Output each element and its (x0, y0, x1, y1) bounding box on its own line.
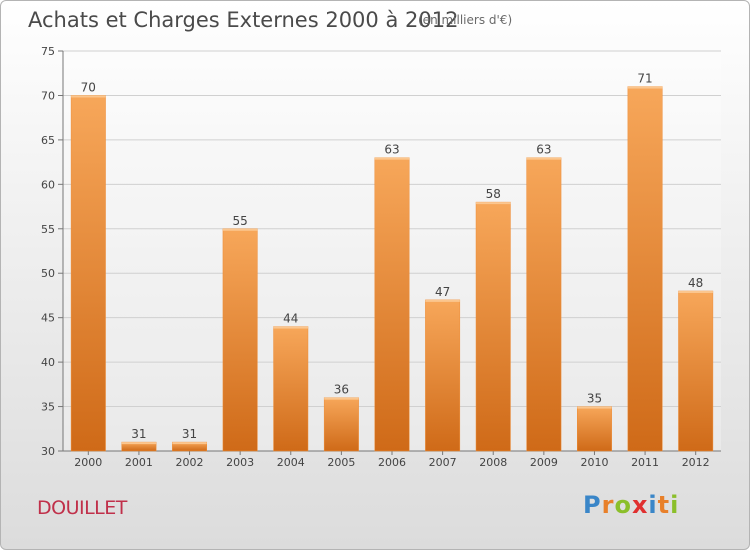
bar-highlight (374, 157, 410, 160)
y-tick-label: 60 (41, 178, 55, 191)
bar (475, 201, 511, 452)
x-tick-label: 2006 (378, 456, 406, 469)
logo-letter: P (583, 491, 602, 519)
bars (70, 86, 714, 452)
bar-highlight (121, 442, 157, 445)
bar-highlight (526, 157, 562, 160)
y-tick-label: 70 (41, 89, 55, 102)
x-tick-label: 2005 (327, 456, 355, 469)
data-label: 31 (182, 427, 197, 441)
y-tick-label: 55 (41, 223, 55, 236)
data-label: 70 (81, 80, 96, 94)
y-tick-label: 40 (41, 356, 55, 369)
y-tick-label: 45 (41, 312, 55, 325)
bar (526, 157, 562, 452)
x-tick-label: 2001 (125, 456, 153, 469)
bar (678, 290, 714, 452)
bar-highlight (476, 202, 511, 205)
bar-highlight (678, 291, 713, 293)
bar-highlight (222, 228, 258, 231)
x-tick-label: 2010 (580, 456, 608, 469)
town-name: DOUILLET (37, 497, 127, 519)
data-label: 48 (688, 276, 703, 290)
data-label: 55 (233, 214, 248, 228)
bar (70, 95, 106, 452)
data-label: 36 (334, 383, 349, 397)
chart-title: Achats et Charges Externes 2000 à 2012 (28, 8, 459, 32)
data-label: 31 (131, 427, 146, 441)
y-tick-label: 75 (41, 45, 55, 58)
data-label: 63 (384, 143, 399, 157)
logo-letter: i (670, 491, 680, 519)
labels: 30 35 40 45 50 55 60 65 70 75 70 2000 31 2001 31 2002 55… (41, 45, 710, 469)
x-tick-label: 2008 (479, 456, 507, 469)
logo-letter: x (631, 491, 649, 519)
x-tick-label: 2004 (277, 456, 305, 469)
y-tick-label: 65 (41, 134, 55, 147)
bar-highlight (627, 86, 663, 89)
bar (273, 326, 309, 452)
logo-letter: t (657, 491, 671, 519)
bar (222, 228, 258, 452)
logo-letter: o (614, 491, 632, 519)
bar (323, 397, 359, 452)
bar-highlight (172, 442, 207, 445)
data-label: 63 (536, 143, 551, 157)
x-tick-label: 2002 (176, 456, 204, 469)
x-tick-label: 2000 (74, 456, 102, 469)
x-tick-label: 2009 (530, 456, 558, 469)
bar-highlight (577, 406, 612, 409)
bar-highlight (71, 95, 106, 98)
y-tick-label: 50 (41, 267, 55, 280)
bar (374, 157, 410, 452)
bar (627, 86, 663, 452)
x-tick-label: 2007 (429, 456, 457, 469)
bar-highlight (324, 397, 359, 400)
bar-highlight (425, 299, 460, 302)
data-label: 35 (587, 392, 602, 406)
bar (577, 406, 612, 452)
x-tick-label: 2011 (631, 456, 659, 469)
x-tick-label: 2012 (682, 456, 710, 469)
logo-letter: i (648, 491, 658, 519)
logo-letter: r (601, 491, 615, 519)
y-tick-label: 35 (41, 401, 55, 414)
data-label: 71 (637, 72, 652, 86)
bar (425, 299, 461, 452)
proxiti-logo: Proxiti (583, 491, 679, 519)
bar-highlight (273, 326, 308, 329)
x-tick-label: 2003 (226, 456, 254, 469)
y-tick-label: 30 (41, 445, 55, 458)
data-label: 44 (283, 312, 298, 326)
chart-subtitle: (en milliers d'€) (418, 13, 513, 27)
data-label: 47 (435, 285, 450, 299)
data-label: 58 (486, 187, 501, 201)
